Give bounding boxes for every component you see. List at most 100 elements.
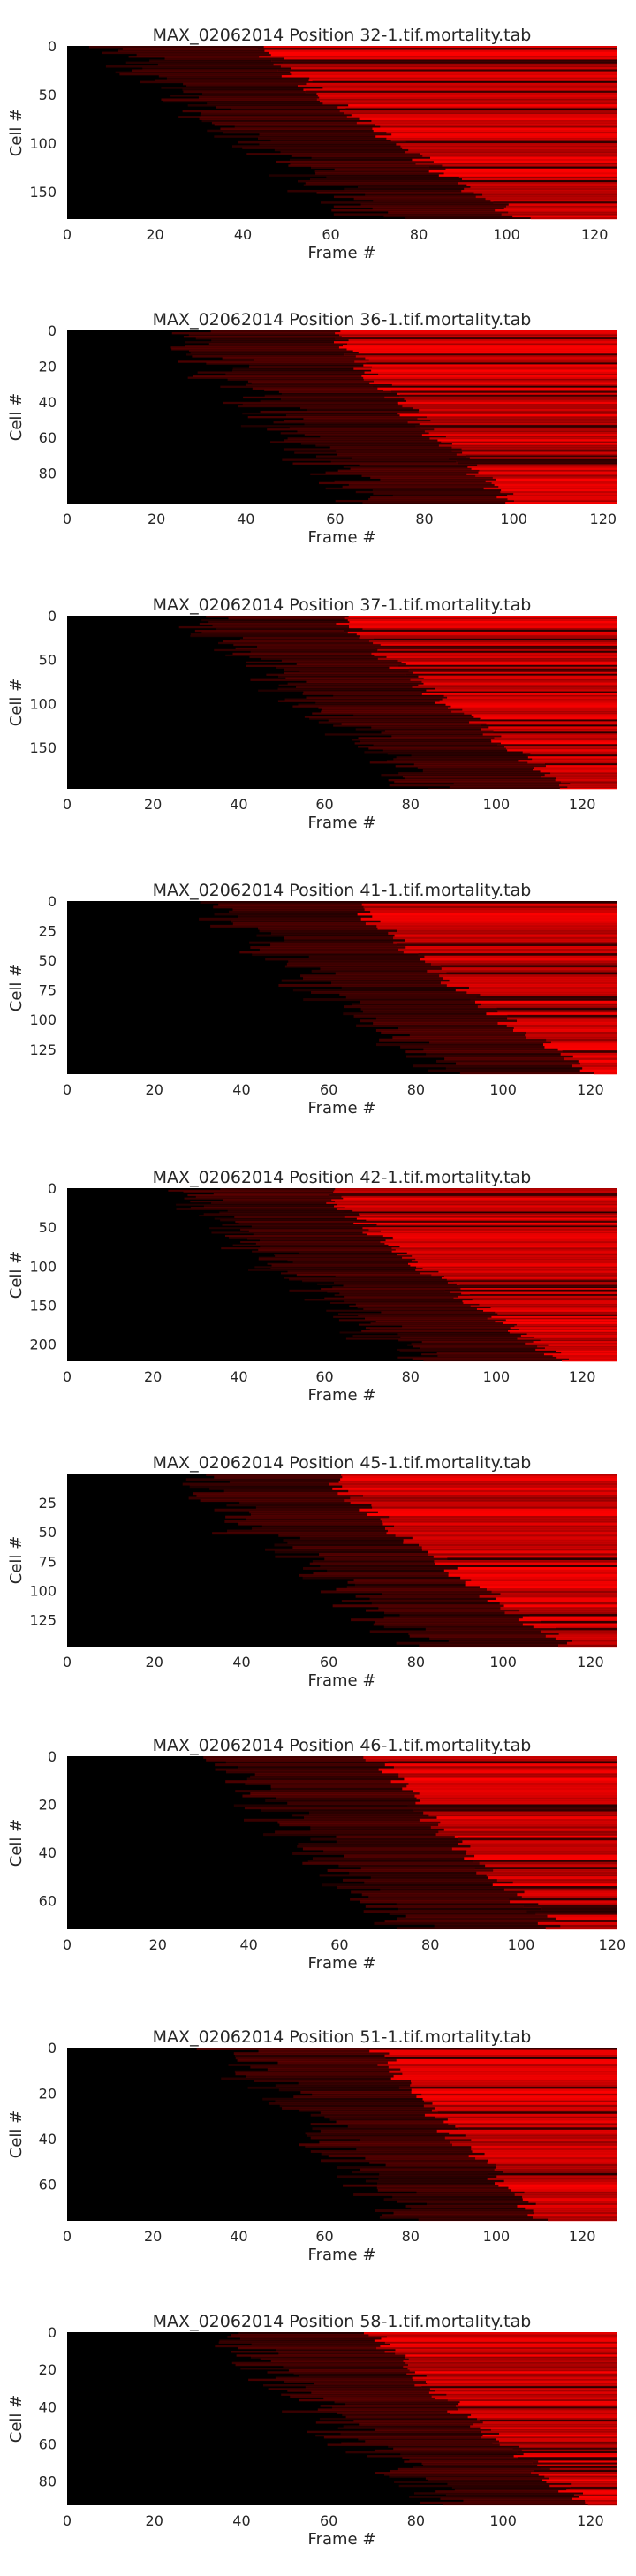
cell-row-fade — [287, 1270, 439, 1273]
cell-row-fade — [303, 998, 471, 1002]
cell-row-fade — [325, 487, 484, 490]
cell-row-fade — [207, 129, 374, 133]
cell-row-fade — [219, 1211, 344, 1214]
cell-row-signal — [546, 2481, 617, 2484]
cell-row-fade — [360, 1900, 511, 1904]
cell-row-signal — [398, 401, 617, 405]
cell-row-fade — [210, 924, 377, 928]
cell-row-signal — [487, 1317, 617, 1320]
cell-row-signal — [538, 2474, 617, 2476]
cell-row-fade — [235, 2363, 408, 2367]
cell-row-fade — [341, 723, 487, 725]
cell-row-fade — [292, 1546, 422, 1549]
cell-row-fade — [292, 705, 451, 708]
cell-row-fade — [259, 143, 397, 146]
cell-row-fade — [382, 749, 508, 752]
cell-row-fade — [242, 147, 403, 150]
cell-row-fade — [307, 2134, 466, 2137]
cell-row-signal — [501, 213, 617, 216]
cell-row-fade — [211, 339, 349, 342]
x-tick-label: 20 — [144, 796, 162, 813]
cell-row-fade — [246, 2074, 394, 2078]
cell-row-fade — [400, 1336, 535, 1338]
cell-row-signal — [540, 1339, 617, 1342]
cell-row-fade — [203, 1213, 360, 1216]
cell-row-signal — [422, 1268, 617, 1270]
cell-row-fade — [396, 756, 528, 759]
cell-row-fade — [329, 2118, 448, 2121]
cell-row-fade — [227, 2336, 387, 2338]
cell-row-signal — [543, 1353, 617, 1356]
y-axis-label: Cell # — [7, 678, 26, 726]
x-tick-label: 80 — [402, 1368, 420, 1385]
cell-row-dropout — [529, 1613, 617, 1617]
cell-row-signal — [559, 784, 617, 787]
cell-row-fade — [115, 71, 291, 74]
cell-row-fade — [435, 2490, 559, 2493]
y-tick-label: 50 — [39, 87, 57, 103]
cell-row-fade — [190, 634, 360, 638]
cell-row-fade — [407, 1344, 549, 1346]
cell-row-signal — [410, 2084, 617, 2087]
cell-row-fade — [336, 1835, 455, 1838]
cell-row-fade — [226, 1504, 372, 1507]
cell-row-fade — [224, 1519, 382, 1523]
cell-row-fade — [310, 2150, 473, 2153]
cell-row-signal — [485, 480, 617, 483]
cell-row-fade — [398, 1356, 557, 1359]
x-tick-label: 120 — [590, 511, 617, 527]
cell-row-signal — [448, 1573, 617, 1577]
cell-row-fade — [178, 625, 350, 629]
cell-row-fade — [370, 1322, 504, 1324]
cell-row-signal — [573, 2494, 617, 2496]
cell-row-signal — [486, 1874, 617, 1877]
cell-row-fade — [326, 176, 459, 179]
cell-row-fade — [246, 1777, 405, 1781]
cell-row-fade — [274, 1543, 419, 1547]
x-tick-label: 80 — [407, 2512, 425, 2529]
cell-row-signal — [513, 1027, 617, 1030]
cell-row-signal — [584, 2499, 617, 2503]
cell-row-signal — [341, 336, 617, 338]
cell-row-signal — [418, 1543, 617, 1547]
cell-row-signal — [507, 497, 617, 501]
cell-row-fade — [279, 2104, 424, 2108]
cell-row-fade — [228, 2064, 378, 2066]
cell-row-fade — [310, 2136, 445, 2140]
cell-row-fade — [196, 1494, 363, 1497]
cell-row-fade — [246, 1518, 381, 1521]
cell-row-signal — [541, 776, 617, 778]
cell-row-fade — [365, 2156, 476, 2160]
cell-row-signal — [392, 1236, 617, 1239]
cell-row-signal — [342, 1475, 617, 1479]
cell-row-fade — [375, 2449, 522, 2452]
cell-row-signal — [569, 1358, 617, 1360]
x-axis-label: Frame # — [308, 2530, 376, 2549]
cell-row-signal — [491, 1590, 617, 1594]
cell-row-signal — [439, 974, 617, 978]
cell-row-fade — [391, 735, 502, 738]
cell-row-fade — [235, 647, 375, 650]
cell-row-fade — [393, 2447, 513, 2451]
cell-row-fade — [299, 2143, 452, 2147]
cell-row-signal — [478, 471, 617, 474]
cell-row-signal — [374, 2339, 617, 2342]
cell-row-fade — [232, 908, 365, 912]
cell-row-signal — [492, 476, 617, 480]
cell-row-signal — [395, 2352, 617, 2355]
cell-row-signal — [443, 1569, 617, 1572]
cell-row-fade — [381, 1031, 526, 1034]
cell-row-signal — [533, 2209, 617, 2212]
cell-row-fade — [312, 1857, 465, 1860]
y-tick-label: 100 — [29, 695, 57, 712]
cell-row-fade — [342, 2413, 472, 2417]
cell-row-signal — [475, 2156, 617, 2160]
cell-row-fade — [321, 708, 463, 711]
cell-row-fade — [203, 1756, 364, 1760]
cell-row-fade — [337, 2175, 497, 2178]
heatmap-panel-9: MAX_02062014 Position 58-1.tif.mortality… — [7, 2312, 617, 2549]
cell-row-signal — [448, 1572, 617, 1575]
x-tick-label: 0 — [63, 1936, 72, 1953]
cell-row-fade — [328, 719, 481, 722]
cell-row-fade — [422, 769, 534, 771]
